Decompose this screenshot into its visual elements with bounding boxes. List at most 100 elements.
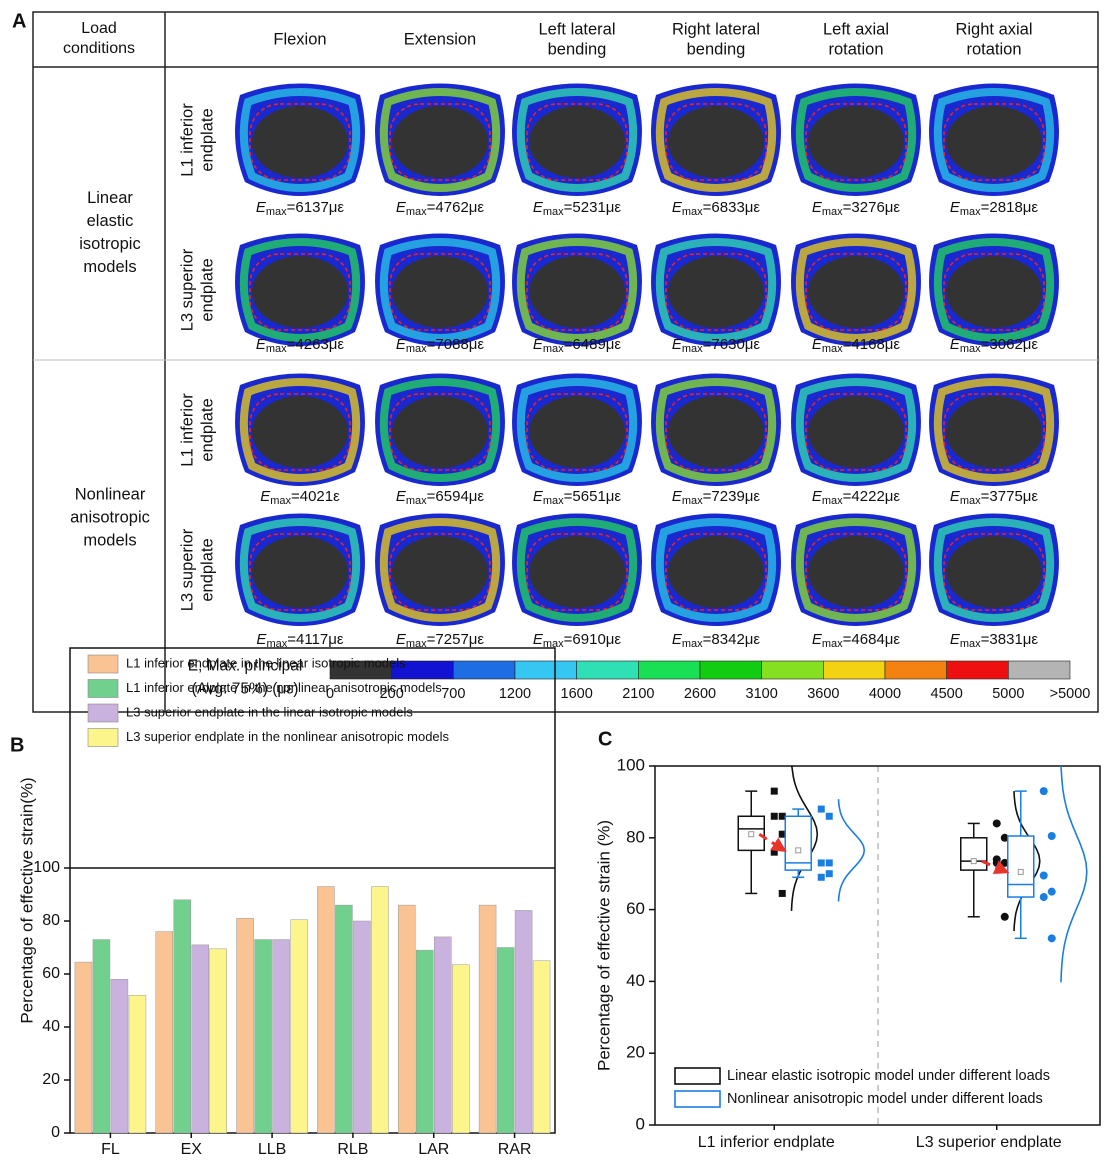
row-label-group: L1 inferior endplate (178, 103, 216, 177)
colorbar-label: 1200 (499, 686, 531, 702)
data-point (1039, 893, 1048, 902)
data-point (817, 873, 825, 881)
y-tick-label: 80 (42, 912, 60, 929)
emax-label: Emax=7257με (396, 631, 485, 650)
normal-curve (837, 799, 866, 902)
legend-swatch (87, 728, 119, 747)
emax-symbol: E (672, 488, 683, 505)
strain-contour (791, 83, 921, 196)
emax-symbol: E (396, 488, 407, 505)
bar (532, 960, 551, 1134)
strain-core (252, 396, 348, 468)
emax-value: =4168με (843, 336, 901, 353)
box (960, 837, 988, 871)
bar (335, 904, 353, 1134)
plot-frame (69, 647, 556, 1134)
bar (478, 904, 497, 1134)
strain-core (808, 536, 904, 608)
strain-ring (239, 238, 361, 342)
mean (795, 847, 802, 854)
strain-core (252, 256, 348, 328)
emax-value: =7239με (703, 488, 761, 505)
emax-symbol: E (950, 631, 961, 648)
bar (191, 944, 209, 1134)
emax-value: =7630με (703, 336, 761, 353)
x-tick-label: LLB (258, 1141, 286, 1158)
emax-label: Emax=6137με (256, 199, 345, 218)
legend-label: L1 inferior endplate in the linear isotr… (126, 655, 406, 670)
bar (452, 964, 470, 1134)
emax-symbol: E (950, 336, 961, 353)
bar (128, 994, 147, 1134)
strain-ring (655, 518, 777, 622)
group-label: models (83, 258, 136, 276)
emax-label: Emax=4263με (256, 336, 345, 355)
strain-core (529, 396, 625, 468)
strain-ring (655, 378, 777, 482)
row-label: L3 superior (178, 248, 196, 331)
y-axis-title: Percentage of effective strain (%) (594, 820, 613, 1071)
nucleus-boundary (526, 253, 628, 331)
emax-subscript: max (266, 638, 287, 650)
strain-core (252, 106, 348, 178)
colorbar-segment (1008, 660, 1071, 680)
bar (496, 947, 515, 1134)
emax-symbol: E (950, 199, 961, 216)
row-label-group: L1 inferior endplate (178, 393, 216, 467)
bar (353, 920, 371, 1134)
colorbar-segment (453, 660, 516, 680)
group-label: models (83, 531, 136, 549)
bar (290, 919, 308, 1134)
box (1007, 835, 1035, 898)
emax-value: =3276με (843, 199, 901, 216)
column-header: bending (548, 40, 607, 58)
column-header: Left axial (823, 20, 889, 38)
strain-contour (791, 233, 921, 346)
nucleus-boundary (249, 253, 351, 331)
y-tick-label: 40 (626, 971, 645, 990)
strain-core (946, 106, 1042, 178)
data-point (992, 819, 1001, 828)
y-tick-label: 100 (617, 755, 645, 774)
colorbar-label: 200 (380, 686, 404, 702)
emax-subscript: max (682, 206, 703, 218)
strain-ring (239, 518, 361, 622)
data-point (1039, 787, 1048, 796)
emax-value: =4684με (843, 631, 901, 648)
emax-symbol: E (812, 336, 823, 353)
data-point (770, 848, 778, 856)
strain-contour (512, 233, 642, 346)
nucleus-boundary (249, 393, 351, 471)
strain-ring (379, 88, 501, 192)
emax-label: Emax=7239με (672, 488, 761, 507)
emax-subscript: max (543, 495, 564, 507)
emax-symbol: E (812, 631, 823, 648)
nucleus-boundary (526, 533, 628, 611)
strain-ring (933, 378, 1055, 482)
panel-label: C (598, 728, 612, 750)
colorbar-label: 3600 (807, 686, 839, 702)
emax-value: =2818με (981, 199, 1039, 216)
bar (254, 939, 272, 1134)
row-label-group: L3 superior endplate (178, 528, 216, 611)
emax-value: =6594με (427, 488, 485, 505)
x-tick-label: L3 superior endplate (916, 1134, 1062, 1151)
column-header: rotation (966, 40, 1021, 58)
legend-label: L1 inferior endplate in the nonlinear an… (126, 680, 442, 695)
bar (209, 948, 227, 1134)
data-point (1000, 833, 1009, 842)
strain-core (668, 256, 764, 328)
emax-subscript: max (960, 495, 981, 507)
emax-symbol: E (256, 199, 267, 216)
strain-contour (929, 233, 1059, 346)
nucleus-boundary (665, 103, 767, 181)
emax-subscript: max (822, 638, 843, 650)
nucleus-boundary (805, 393, 907, 471)
emax-value: =6137με (287, 199, 345, 216)
data-point (770, 787, 778, 795)
emax-label: Emax=8342με (672, 631, 761, 650)
x-tick-label: RAR (498, 1141, 532, 1158)
strain-ring (655, 238, 777, 342)
data-point (1039, 871, 1048, 880)
row-label: L1 inferior (178, 393, 196, 467)
